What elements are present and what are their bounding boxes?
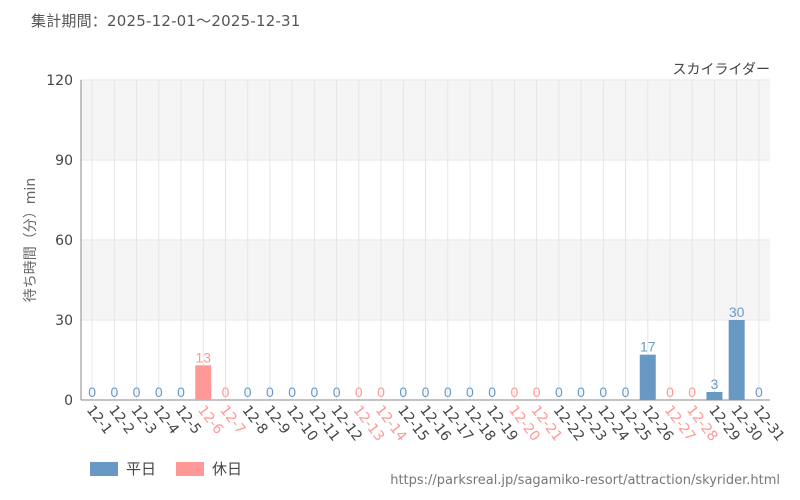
data-label: 13 (195, 349, 211, 365)
data-label: 30 (729, 304, 745, 320)
legend-item-weekday[interactable]: 平日 (90, 458, 156, 479)
data-label: 3 (711, 376, 719, 392)
holiday-swatch (176, 462, 204, 476)
data-label: 0 (466, 384, 474, 400)
data-label: 0 (688, 384, 696, 400)
data-label: 0 (310, 384, 318, 400)
y-tick-label: 90 (55, 153, 73, 169)
legend-label-weekday: 平日 (126, 458, 156, 479)
data-label: 0 (599, 384, 607, 400)
data-label: 0 (399, 384, 407, 400)
data-label: 0 (222, 384, 230, 400)
chart-title: スカイライダー (673, 62, 770, 78)
y-tick-label: 0 (64, 393, 73, 409)
weekday-swatch (90, 462, 118, 476)
data-label: 0 (177, 384, 185, 400)
data-label: 0 (110, 384, 118, 400)
data-label: 0 (622, 384, 630, 400)
legend-label-holiday: 休日 (212, 458, 242, 479)
data-label: 0 (755, 384, 763, 400)
data-label: 0 (133, 384, 141, 400)
data-label: 0 (511, 384, 519, 400)
data-label: 17 (640, 339, 656, 355)
legend-item-holiday[interactable]: 休日 (176, 458, 242, 479)
data-label: 0 (266, 384, 274, 400)
data-label: 0 (333, 384, 341, 400)
bar (640, 355, 656, 400)
y-tick-label: 60 (55, 233, 73, 249)
data-label: 0 (288, 384, 296, 400)
data-label: 0 (533, 384, 541, 400)
data-label: 0 (88, 384, 96, 400)
y-tick-label: 120 (46, 73, 73, 89)
y-axis-title: 待ち時間（分）min (23, 178, 39, 302)
bar (706, 392, 722, 400)
legend: 平日 休日 (90, 458, 242, 479)
data-label: 0 (355, 384, 363, 400)
data-label: 0 (422, 384, 430, 400)
bar (729, 320, 745, 400)
data-label: 0 (244, 384, 252, 400)
data-label: 0 (555, 384, 563, 400)
source-url[interactable]: https://parksreal.jp/sagamiko-resort/att… (390, 473, 780, 488)
bar (195, 365, 211, 400)
data-label: 0 (666, 384, 674, 400)
data-label: 0 (488, 384, 496, 400)
data-label: 0 (377, 384, 385, 400)
data-label: 0 (577, 384, 585, 400)
y-tick-label: 30 (55, 313, 73, 329)
data-label: 0 (155, 384, 163, 400)
data-label: 0 (444, 384, 452, 400)
